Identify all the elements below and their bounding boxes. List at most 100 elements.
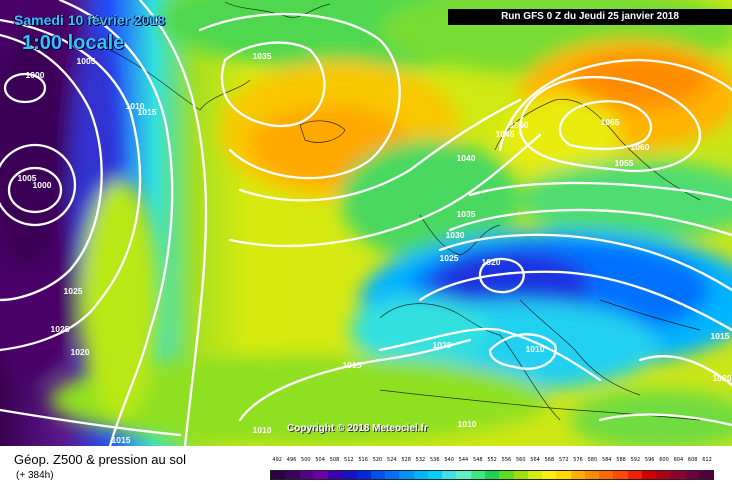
scale-swatch — [442, 471, 457, 479]
scale-tick-label: 512 — [344, 457, 354, 463]
isobar-label: 1035 — [253, 51, 272, 61]
scale-tick-label: 604 — [673, 457, 684, 463]
scale-tick-label: 568 — [544, 457, 555, 463]
weather-map: 1000100510051000101010151035102510251020… — [0, 0, 732, 446]
scale-tick-label: 552 — [487, 457, 497, 463]
scale-tick-label: 584 — [601, 457, 612, 463]
scale-tick-label: 492 — [272, 457, 282, 463]
scale-tick-label: 548 — [472, 457, 483, 463]
isobar-label: 1015 — [138, 107, 157, 117]
scale-tick-label: 580 — [587, 457, 598, 463]
scale-swatch — [399, 471, 414, 479]
forecast-local-time: 1:00 locale — [22, 32, 125, 54]
scale-tick-label: 500 — [301, 457, 311, 463]
isobar-label: 1055 — [615, 158, 634, 168]
scale-tick-label: 496 — [286, 457, 297, 463]
isobar-label: 1020 — [713, 373, 732, 383]
scale-tick-label: 576 — [573, 457, 583, 463]
scale-tick-label: 508 — [329, 457, 340, 463]
scale-tick-label: 540 — [444, 457, 454, 463]
scale-tick-label: 560 — [515, 457, 526, 463]
isobar-label: 1010 — [126, 101, 145, 111]
isobar-label: 1045 — [496, 129, 515, 139]
isobar-label: 1015 — [711, 331, 730, 341]
isobar-label: 1065 — [601, 117, 620, 127]
scale-swatch — [542, 471, 557, 479]
scale-tick-label: 516 — [358, 457, 368, 463]
isobar-label: 1010 — [253, 425, 272, 435]
scale-tick-label: 532 — [415, 457, 426, 463]
isobar-label: 1005 — [18, 173, 37, 183]
scale-swatch — [656, 471, 671, 479]
isobar-label: 1000 — [33, 180, 52, 190]
isobar-label: 1015 — [343, 360, 362, 370]
scale-tick-label: 528 — [401, 457, 411, 463]
scale-tick-label: 520 — [372, 457, 383, 463]
isobar-label: 1000 — [26, 70, 45, 80]
scale-swatch — [556, 471, 571, 479]
isobar-label: 1020 — [482, 257, 501, 267]
scale-swatch — [570, 471, 585, 479]
scale-swatch — [599, 471, 614, 479]
scale-swatch — [670, 471, 685, 479]
isobar-label: 1035 — [457, 209, 476, 219]
scale-swatch — [527, 471, 543, 479]
isobar-label: 1025 — [51, 324, 70, 334]
scale-tick-label: 524 — [387, 457, 397, 463]
scale-swatch — [499, 471, 514, 479]
scale-swatch — [627, 471, 642, 479]
scale-tick-label: 600 — [659, 457, 669, 463]
legend-title: Géop. Z500 & pression au sol — [14, 452, 186, 467]
isobar-label: 1040 — [457, 153, 476, 163]
isobar-label: 1025 — [440, 253, 459, 263]
isobar-label: 1060 — [631, 142, 650, 152]
scale-tick-label: 588 — [616, 457, 626, 463]
scale-tick-label: 544 — [458, 457, 469, 463]
color-scale-ticks: 492 496 500 504 508 512 516 520 524 528 532 536 540 5… — [270, 457, 714, 463]
model-run-label: Run GFS 0 Z du Jeudi 25 janvier 2018 — [448, 9, 732, 25]
scale-tick-label: 556 — [501, 457, 512, 463]
legend-subtitle: (+ 384h) — [16, 470, 54, 481]
scale-swatch — [698, 471, 714, 479]
scale-swatch — [342, 471, 357, 479]
scale-swatch — [613, 471, 628, 479]
isobar-label: 1030 — [446, 230, 465, 240]
scale-swatch — [584, 471, 600, 479]
scale-swatch — [456, 471, 471, 479]
scale-swatch — [385, 471, 400, 479]
color-scale-bar — [270, 470, 714, 480]
legend-footer: Géop. Z500 & pression au sol (+ 384h) 49… — [0, 446, 732, 488]
isobar-label: 1025 — [64, 286, 83, 296]
scale-swatch — [413, 471, 428, 479]
scale-tick-label: 536 — [430, 457, 440, 463]
isobar-label: 1015 — [112, 435, 131, 445]
scale-swatch — [427, 471, 443, 479]
scale-swatch — [313, 471, 329, 479]
isobar-label: 1020 — [71, 347, 90, 357]
isobar-label: 1005 — [77, 56, 96, 66]
forecast-date: Samedi 10 février 2018 — [14, 12, 165, 28]
isobar-label: 1010 — [458, 419, 477, 429]
isobar-label: 1050 — [510, 120, 529, 130]
scale-tick-label: 572 — [558, 457, 569, 463]
scale-tick-label: 608 — [687, 457, 698, 463]
scale-swatch — [285, 471, 300, 479]
isobar-label: 1020 — [433, 340, 452, 350]
scale-tick-label: 596 — [644, 457, 655, 463]
scale-swatch — [641, 471, 657, 479]
scale-swatch — [470, 471, 485, 479]
scale-tick-label: 504 — [315, 457, 325, 463]
scale-tick-label: 612 — [702, 457, 712, 463]
scale-swatch — [299, 471, 314, 479]
scale-swatch — [484, 471, 500, 479]
scale-tick-label: 592 — [630, 457, 641, 463]
scale-swatch — [328, 471, 343, 479]
scale-swatch — [271, 471, 286, 479]
scale-swatch — [684, 471, 699, 479]
scale-swatch — [370, 471, 386, 479]
scale-swatch — [513, 471, 528, 479]
scale-tick-label: 564 — [530, 457, 540, 463]
isobar-label: 1010 — [526, 344, 545, 354]
copyright-notice: Copyright © 2018 Meteociel.fr — [287, 423, 428, 434]
scale-swatch — [356, 471, 371, 479]
